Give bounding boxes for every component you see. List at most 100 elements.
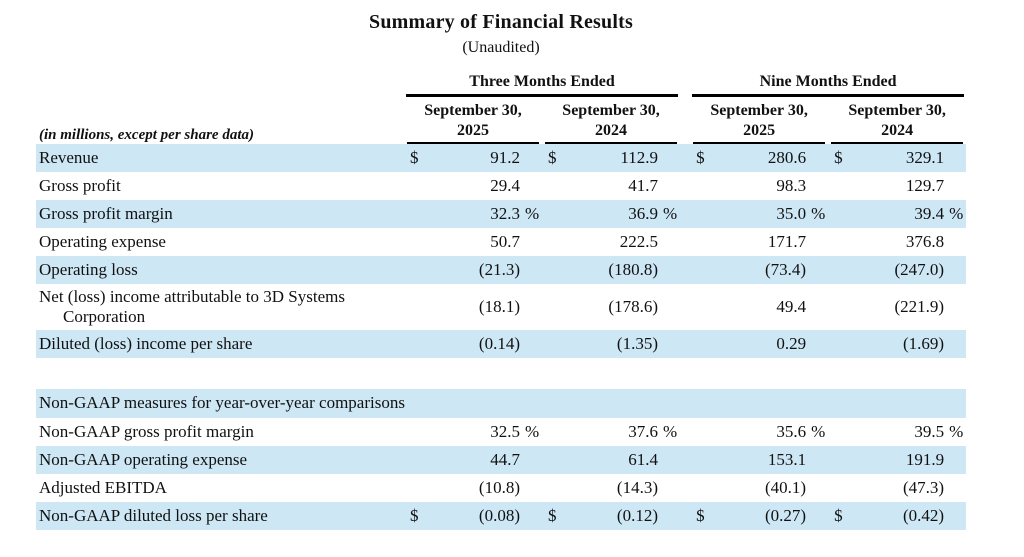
date-header-ytd-2025: September 30, 2025 xyxy=(690,97,828,145)
value-cell: 171.7 xyxy=(767,232,807,252)
percent-suffix xyxy=(520,502,542,530)
date-month: September 30, xyxy=(848,102,946,119)
percent-suffix xyxy=(658,474,680,502)
heading-block: Summary of Financial Results (Unaudited) xyxy=(36,11,966,57)
percent-suffix xyxy=(944,330,966,358)
value-cell: (0.42) xyxy=(903,506,945,526)
percent-suffix xyxy=(658,502,680,530)
group-header-spacer xyxy=(36,73,404,97)
table-body: Revenue $91.2 $112.9 $280.6 $329.1 Gross prof… xyxy=(36,144,967,531)
value-cell: 61.4 xyxy=(628,450,658,470)
percent-suffix xyxy=(806,256,828,284)
currency-symbol xyxy=(690,256,720,284)
value-cell: (0.27) xyxy=(765,506,807,526)
percent-suffix xyxy=(520,144,542,172)
currency-symbol xyxy=(404,172,434,200)
value-cell: (0.08) xyxy=(478,506,520,526)
table-row: Gross profit margin 32.3% 36.9% 35.0% 39.4% xyxy=(36,200,967,229)
group-gap xyxy=(680,97,690,144)
currency-symbol xyxy=(828,256,858,284)
value-cell: (247.0) xyxy=(894,260,945,280)
spacer-cell xyxy=(36,358,966,389)
percent-suffix: % xyxy=(949,422,964,442)
percent-suffix xyxy=(806,502,828,530)
column-gap xyxy=(680,228,690,256)
percent-suffix xyxy=(944,228,966,256)
percent-suffix xyxy=(806,228,828,256)
page-subtitle: (Unaudited) xyxy=(462,39,540,56)
percent-suffix: % xyxy=(663,204,678,224)
value-cell: (10.8) xyxy=(478,478,520,498)
percent-suffix: % xyxy=(949,204,964,224)
date-year: 2024 xyxy=(595,121,628,139)
currency-symbol xyxy=(404,418,434,446)
currency-symbol: $ xyxy=(696,148,705,168)
group-header-nine-months: Nine Months Ended xyxy=(690,73,966,97)
column-gap xyxy=(680,284,690,330)
currency-symbol xyxy=(542,418,572,446)
date-year: 2025 xyxy=(743,121,776,139)
date-month: September 30, xyxy=(710,102,808,119)
column-gap xyxy=(680,144,690,172)
group-header-label: Three Months Ended xyxy=(406,73,679,97)
row-label: Adjusted EBITDA xyxy=(39,477,167,497)
table-row: Gross profit 29.4 41.7 98.3 129.7 xyxy=(36,172,966,200)
row-label: Revenue xyxy=(39,147,99,167)
value-cell: (180.8) xyxy=(608,260,658,280)
row-label: Diluted (loss) income per share xyxy=(39,333,253,353)
column-gap xyxy=(680,474,690,502)
percent-suffix xyxy=(520,256,542,284)
value-cell: 222.5 xyxy=(619,232,658,252)
value-cell: 36.9 xyxy=(628,204,658,224)
date-header-q3-2024: September 30, 2024 xyxy=(542,97,680,145)
value-cell: (1.35) xyxy=(616,334,658,354)
percent-suffix xyxy=(658,330,680,358)
percent-suffix xyxy=(806,330,828,358)
percent-suffix xyxy=(944,172,966,200)
value-cell: (221.9) xyxy=(894,297,945,317)
value-cell: (18.1) xyxy=(478,297,520,317)
value-cell: (1.69) xyxy=(903,334,945,354)
value-cell: 35.0 xyxy=(776,204,807,224)
percent-suffix xyxy=(806,172,828,200)
row-label: Gross profit margin xyxy=(39,203,173,223)
period-group-header-row: Three Months Ended Nine Months Ended xyxy=(36,73,966,97)
table-row: Diluted (loss) income per share (0.14) (1.… xyxy=(36,330,967,359)
currency-symbol xyxy=(828,172,858,200)
currency-symbol xyxy=(404,474,434,502)
percent-suffix xyxy=(806,446,828,474)
date-year: 2025 xyxy=(457,121,489,139)
percent-suffix xyxy=(944,502,966,530)
percent-suffix xyxy=(806,474,828,502)
percent-suffix xyxy=(944,256,966,284)
value-cell: 376.8 xyxy=(905,232,945,252)
value-cell: 0.29 xyxy=(776,334,807,354)
value-cell: (0.12) xyxy=(616,506,658,526)
currency-symbol xyxy=(690,172,720,200)
percent-suffix: % xyxy=(811,204,826,224)
row-label-line: Corporation xyxy=(63,307,146,327)
row-label-line: Net (loss) income attributable to 3D Sys… xyxy=(39,286,345,306)
row-label: Operating loss xyxy=(39,259,138,279)
date-month: September 30, xyxy=(424,102,522,119)
date-header-q3-2025: September 30, 2025 xyxy=(404,97,542,145)
currency-symbol xyxy=(690,200,720,228)
value-cell: (40.1) xyxy=(765,478,807,498)
percent-suffix xyxy=(658,446,680,474)
currency-symbol xyxy=(404,200,434,228)
percent-suffix xyxy=(520,446,542,474)
currency-symbol: $ xyxy=(548,148,557,168)
currency-symbol xyxy=(542,228,572,256)
page-title: Summary of Financial Results xyxy=(369,11,633,33)
spacer-row xyxy=(36,358,966,389)
percent-suffix xyxy=(658,256,680,284)
table-row: Net (loss) income attributable to 3D Sys… xyxy=(36,284,966,330)
percent-suffix xyxy=(520,474,542,502)
percent-suffix xyxy=(806,144,828,172)
units-note: (in millions, except per share data) xyxy=(39,127,254,144)
currency-symbol xyxy=(542,284,572,330)
percent-suffix: % xyxy=(525,422,540,442)
currency-symbol: $ xyxy=(410,506,419,526)
value-cell: 32.5 xyxy=(490,422,520,442)
percent-suffix xyxy=(944,144,966,172)
